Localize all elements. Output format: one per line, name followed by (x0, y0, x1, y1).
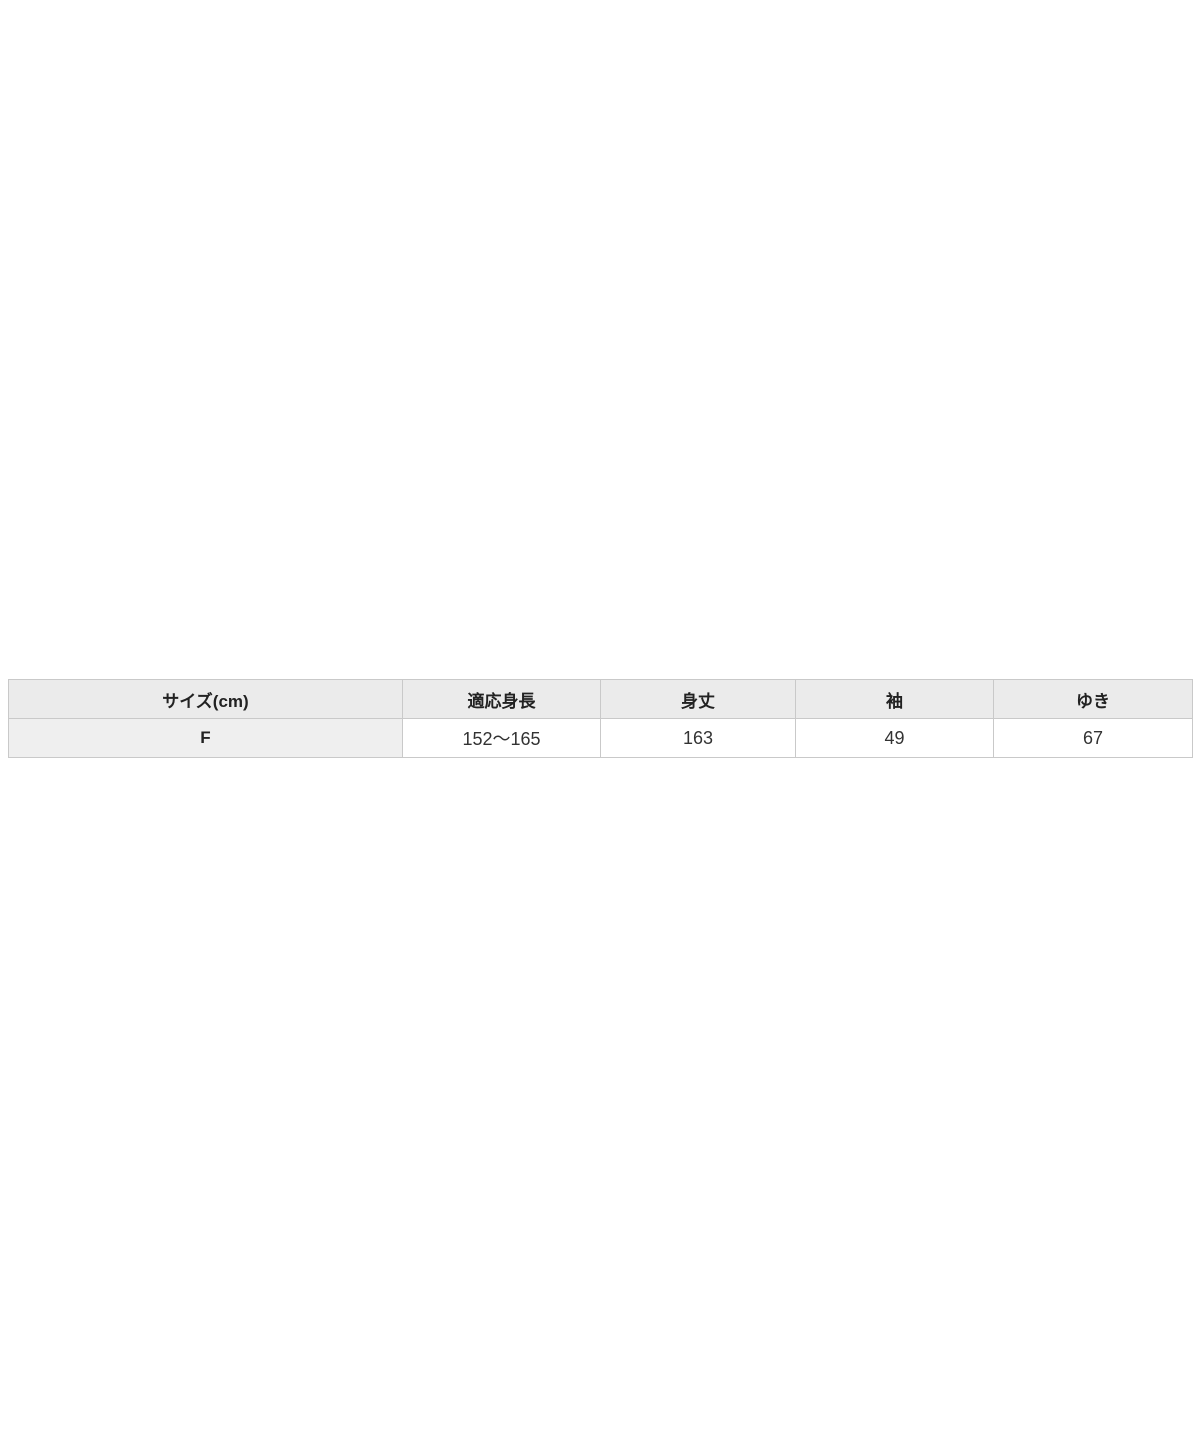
column-header-body-length: 身丈 (600, 679, 796, 719)
size-chart-table: サイズ(cm) 適応身長 身丈 袖 ゆき F 152～165 163 49 67 (8, 679, 1193, 758)
cell-sleeve-value: 49 (795, 718, 994, 758)
cell-height-range-value: 152～165 (402, 718, 601, 758)
size-chart-header-row: サイズ(cm) 適応身長 身丈 袖 ゆき (8, 679, 1193, 719)
cell-yuki-value: 67 (993, 718, 1193, 758)
cell-body-length-value: 163 (600, 718, 796, 758)
column-header-height-range: 適応身長 (402, 679, 601, 719)
column-header-yuki: ゆき (993, 679, 1193, 719)
cell-size-label: F (8, 718, 403, 758)
size-chart-data-row: F 152～165 163 49 67 (8, 718, 1193, 758)
column-header-sleeve: 袖 (795, 679, 994, 719)
column-header-size-cm: サイズ(cm) (8, 679, 403, 719)
